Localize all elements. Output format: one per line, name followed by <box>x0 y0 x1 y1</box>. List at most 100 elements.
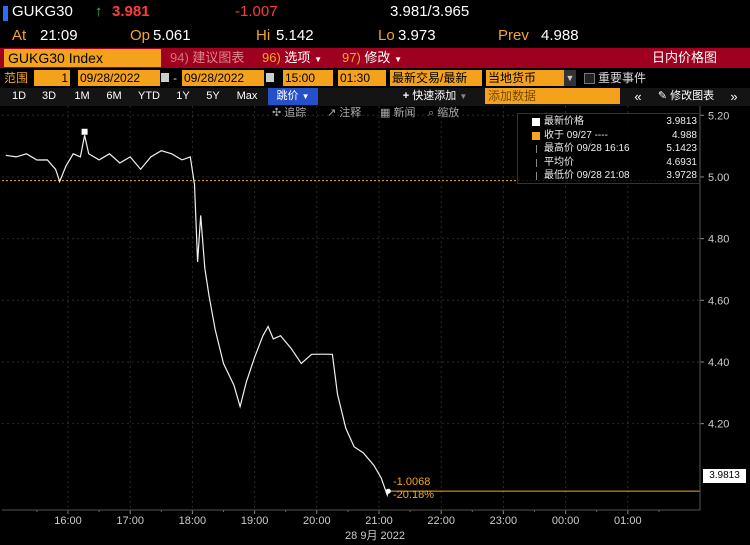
last-point-marker <box>385 488 391 494</box>
last-price-tag: 3.9813 <box>703 469 746 483</box>
function-bar <box>0 48 750 68</box>
legend-item[interactable]: 最低价 09/28 21:08 3.9728 <box>518 169 701 182</box>
x-tick-label: 19:00 <box>241 515 269 527</box>
currency-select[interactable]: 当地货币 <box>486 70 564 86</box>
legend-item[interactable]: 收于 09/27 ---- 4.988 <box>518 129 701 142</box>
period-button-1y[interactable]: 1Y <box>176 90 190 102</box>
ticker-marker <box>3 6 8 21</box>
chevron-down-icon: ▼ <box>459 92 468 101</box>
start-time-input[interactable]: 15:00 <box>283 70 333 86</box>
menu-label: 修改 <box>364 50 391 65</box>
x-tick-label: 23:00 <box>490 515 518 527</box>
ticker-symbol[interactable]: GUKG30 <box>12 3 73 20</box>
edit-chart-button[interactable]: ✎ 修改图表 <box>650 88 722 105</box>
end-time-input[interactable]: 01:30 <box>338 70 386 86</box>
quick-add-button[interactable]: + 快速添加 ▼ <box>390 88 480 105</box>
period-button-max[interactable]: Max <box>236 90 258 102</box>
y-axis: 5.20 5.00 4.80 4.60 4.40 4.20 <box>699 106 729 510</box>
legend-value: 4.988 <box>671 129 697 141</box>
x-tick-label: 17:00 <box>116 515 144 527</box>
net-change: -1.007 <box>235 3 278 20</box>
prev-value: 4.988 <box>541 27 579 44</box>
period-button-3d[interactable]: 3D <box>41 90 57 102</box>
period-button-6m[interactable]: 6M <box>106 90 122 102</box>
calendar-icon[interactable] <box>266 73 274 82</box>
open-label: Op <box>130 27 151 44</box>
expand-right-icon[interactable]: » <box>730 89 738 104</box>
news-icon: ▦ <box>380 107 391 119</box>
quick-add-label: 快速添加 <box>412 90 457 102</box>
quote-header: GUKG30 ↑ 3.981 -1.007 3.981/3.965 <box>0 0 750 26</box>
search-icon: ⌕ <box>428 107 435 119</box>
high-point-marker <box>81 128 88 135</box>
track-tool[interactable]: ✣ 追踪 <box>272 106 306 120</box>
news-tool[interactable]: ▦ 新闻 <box>380 106 415 120</box>
chevron-down-icon: ▼ <box>301 92 310 101</box>
collapse-left-icon[interactable]: « <box>634 89 642 104</box>
period-button-1m[interactable]: 1M <box>74 90 90 102</box>
trade-type-select[interactable]: 最新交易/最新 <box>390 70 482 86</box>
chart-type-label: 跳价 <box>276 90 299 102</box>
legend-name: 最低价 09/28 21:08 <box>544 170 630 181</box>
legend-swatch <box>532 131 540 140</box>
bid-ask: 3.981/3.965 <box>390 3 470 20</box>
legend-item[interactable]: 最高价 09/28 16:16 5.1423 <box>518 142 701 155</box>
prev-label: Prev <box>498 27 529 44</box>
change-abs-label: -1.0068 <box>393 476 431 488</box>
at-label: At <box>12 27 27 44</box>
legend-swatch <box>536 158 538 167</box>
zoom-label: 缩放 <box>437 107 460 119</box>
grid-lines <box>2 106 700 510</box>
menu-label: 选项 <box>284 50 311 65</box>
period-button-5y[interactable]: 5Y <box>206 90 220 102</box>
y-tick-label: 5.00 <box>708 172 729 184</box>
x-tick-label: 18:00 <box>179 515 207 527</box>
options-menu[interactable]: 96) 选项 ▼ <box>262 49 322 67</box>
edit-menu[interactable]: 97) 修改 ▼ <box>342 49 402 67</box>
suggested-charts-menu[interactable]: 94) 建议图表 <box>170 49 244 67</box>
last-price: 3.981 <box>112 3 150 20</box>
legend-name: 最高价 09/28 16:16 <box>544 143 630 154</box>
legend-value: 3.9813 <box>666 116 697 127</box>
chevron-down-icon[interactable]: ▼ <box>564 70 576 86</box>
menu-label: 建议图表 <box>192 50 245 65</box>
add-data-input[interactable]: 添加数据 <box>485 88 620 104</box>
legend-value: 5.1423 <box>666 143 697 154</box>
legend-swatch <box>532 118 540 126</box>
plus-icon: + <box>402 90 410 102</box>
period-button-1d[interactable]: 1D <box>11 90 27 102</box>
annotate-icon: ↗ <box>327 107 337 119</box>
y-tick-label: 4.40 <box>708 357 729 369</box>
dropdown-caret-icon: ▼ <box>314 55 322 64</box>
annotate-tool[interactable]: ↗ 注释 <box>327 106 361 120</box>
legend-value: 3.9728 <box>666 170 697 181</box>
range-label: 范围 <box>4 71 29 85</box>
news-label: 新闻 <box>393 107 416 119</box>
low-label: Lo <box>378 27 395 44</box>
legend-item[interactable]: 最新价格 3.9813 <box>518 115 701 128</box>
high-label: Hi <box>256 27 271 44</box>
edit-chart-label: 修改图表 <box>670 90 715 102</box>
crosshair-icon: ✣ <box>272 107 282 119</box>
chart-legend[interactable]: 最新价格 3.9813 收于 09/27 ---- 4.988 最高价 09/28 16… <box>517 113 700 184</box>
window-title: 日内价格图 <box>652 50 718 65</box>
pencil-icon: ✎ <box>657 90 668 102</box>
change-pct-label: -20.18% <box>393 489 434 501</box>
end-date-input[interactable]: 09/28/2022 <box>182 70 264 86</box>
legend-item[interactable]: 平均价 4.6931 <box>518 156 701 169</box>
zoom-tool[interactable]: ⌕ 缩放 <box>428 106 459 120</box>
events-checkbox[interactable] <box>584 73 595 84</box>
start-date-input[interactable]: 09/28/2022 <box>78 70 160 86</box>
x-tick-label: 22:00 <box>427 515 455 527</box>
chart-type-select[interactable]: 跳价 ▼ <box>268 88 318 105</box>
menu-number: 96) <box>262 50 281 65</box>
security-field[interactable]: GUKG30 Index <box>4 49 161 67</box>
range-input[interactable]: 1 <box>34 70 70 86</box>
low-value: 3.973 <box>398 27 436 44</box>
up-arrow-icon: ↑ <box>95 3 103 20</box>
high-value: 5.142 <box>276 27 314 44</box>
y-tick-label: 4.60 <box>708 295 729 307</box>
calendar-icon[interactable] <box>161 73 169 82</box>
legend-name: 收于 09/27 ---- <box>544 129 608 141</box>
period-button-ytd[interactable]: YTD <box>138 90 160 102</box>
